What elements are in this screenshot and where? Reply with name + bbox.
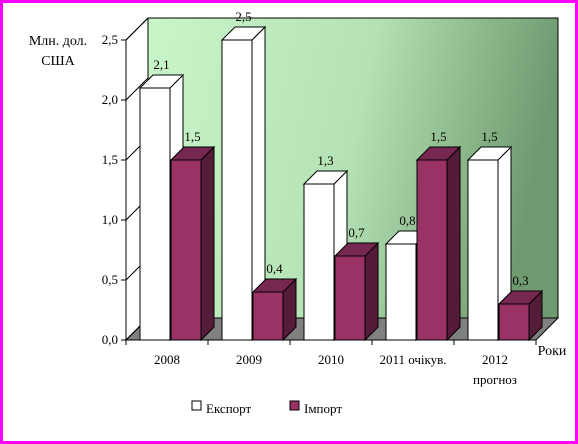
bar-Імпорт-2 xyxy=(333,241,380,342)
bar-front xyxy=(303,183,335,341)
bar-data-label: 1,5 xyxy=(430,129,446,144)
x-tick-label: 2011 очікув. xyxy=(379,352,446,367)
bar-front xyxy=(139,87,171,341)
bar-side xyxy=(364,241,379,342)
y-tick-label: 0,0 xyxy=(102,332,118,347)
bar-side xyxy=(200,145,215,342)
bar-front xyxy=(170,159,202,341)
bar-data-label: 0,4 xyxy=(266,261,283,276)
bar-front xyxy=(221,39,253,341)
bar-Імпорт-3 xyxy=(415,145,462,342)
bar-front xyxy=(416,159,448,341)
bar-data-label: 2,5 xyxy=(235,9,251,24)
bar-Експорт-1 xyxy=(220,25,267,342)
bar-front xyxy=(334,255,366,341)
x-tick-label: 2009 xyxy=(236,352,262,367)
y-tick-label: 2,0 xyxy=(102,92,118,107)
y-tick-label: 1,0 xyxy=(102,212,118,227)
legend-label-1: Імпорт xyxy=(304,401,342,416)
bar-front xyxy=(385,243,417,341)
bar-front xyxy=(467,159,499,341)
bar-front xyxy=(498,303,530,341)
bar-data-label: 1,5 xyxy=(481,129,497,144)
bar-Імпорт-0 xyxy=(169,145,216,342)
y-tick-depth-line xyxy=(125,77,149,101)
bar-side xyxy=(446,145,461,342)
bar-data-label: 1,5 xyxy=(184,129,200,144)
bar-data-label: 0,8 xyxy=(399,213,415,228)
legend-swatch-1 xyxy=(289,400,300,411)
y-axis-title: США xyxy=(41,54,75,69)
y-tick-label: 2,5 xyxy=(102,32,118,47)
bar-Експорт-4 xyxy=(466,145,513,342)
bar-data-label: 2,1 xyxy=(153,57,169,72)
bar-data-label: 0,3 xyxy=(512,273,528,288)
bar-data-label: 1,3 xyxy=(317,153,333,168)
x-axis-title: Роки xyxy=(538,344,567,359)
y-tick-label: 1,5 xyxy=(102,152,118,167)
x-tick-label: прогноз xyxy=(473,372,517,387)
x-tick-label: 2010 xyxy=(318,352,344,367)
bar-data-label: 0,7 xyxy=(348,225,365,240)
legend-swatch-0 xyxy=(191,400,202,411)
y-axis-title: Млн. дол. xyxy=(29,34,87,49)
bar-Імпорт-4 xyxy=(497,289,544,342)
y-tick-label: 0,5 xyxy=(102,272,118,287)
legend-label-0: Експорт xyxy=(206,401,251,416)
bar-Імпорт-1 xyxy=(251,277,298,342)
y-tick-depth-line xyxy=(125,17,149,41)
bar-front xyxy=(252,291,284,341)
x-tick-label: 2012 xyxy=(482,352,508,367)
x-tick-label: 2008 xyxy=(154,352,180,367)
